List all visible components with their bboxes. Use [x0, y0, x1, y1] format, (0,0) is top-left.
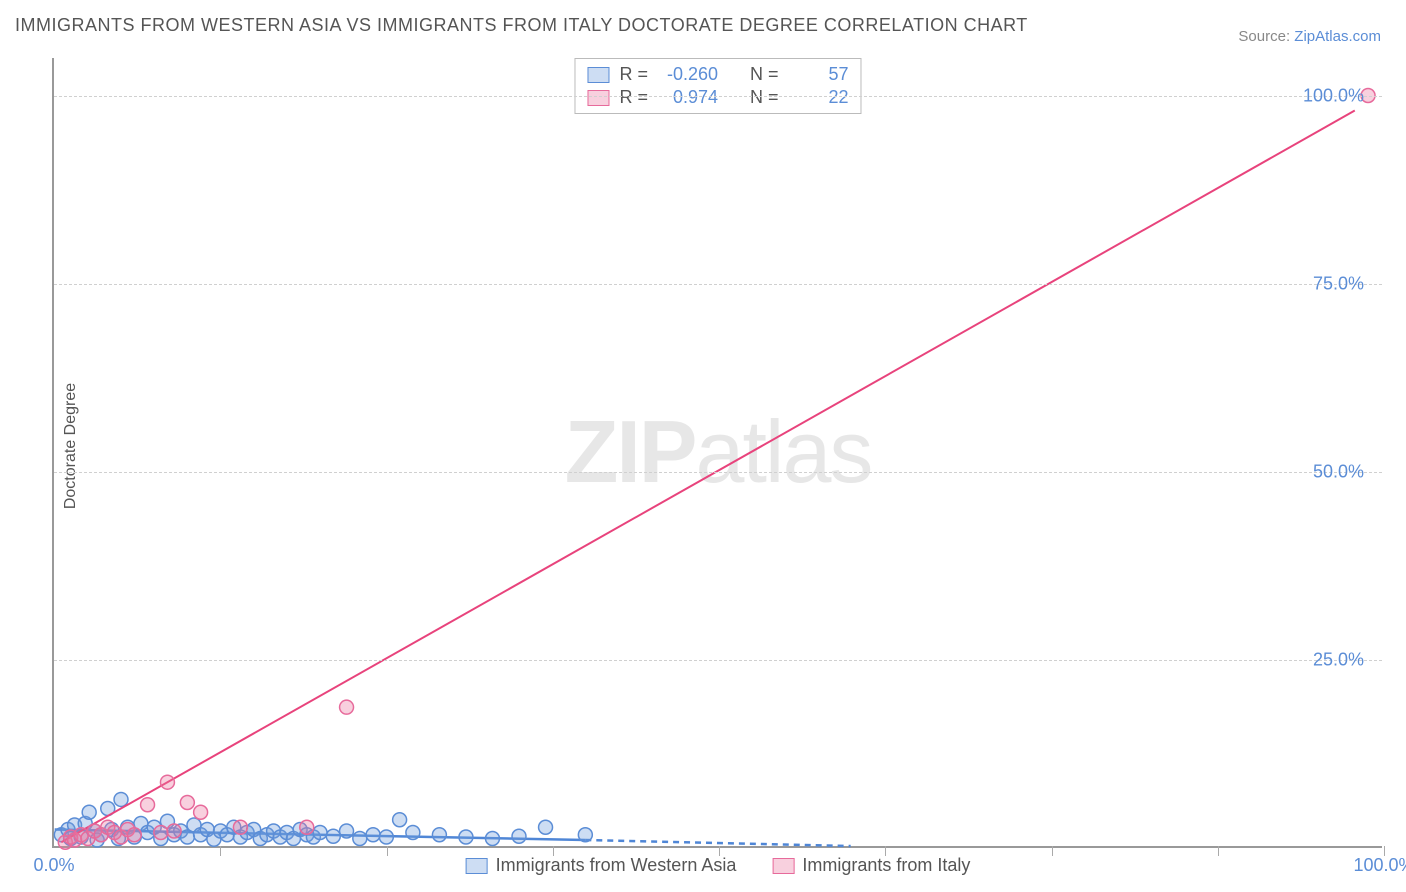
x-tick [387, 846, 388, 856]
legend-r-label: R = [619, 64, 648, 85]
scatter-point-western_asia [459, 830, 473, 844]
x-tick [1218, 846, 1219, 856]
scatter-point-western_asia [114, 792, 128, 806]
legend-correlation-box: R = -0.260 N = 57 R = 0.974 N = 22 [574, 58, 861, 114]
source-attribution: Source: ZipAtlas.com [1238, 28, 1381, 45]
scatter-point-italy [340, 700, 354, 714]
legend-row-italy: R = 0.974 N = 22 [587, 86, 848, 109]
scatter-point-italy [160, 775, 174, 789]
legend-swatch-icon [466, 858, 488, 874]
scatter-point-italy [127, 828, 141, 842]
gridline-h [54, 472, 1382, 473]
scatter-point-western_asia [485, 832, 499, 846]
scatter-point-western_asia [432, 828, 446, 842]
gridline-h [54, 96, 1382, 97]
legend-series: Immigrants from Western Asia Immigrants f… [466, 855, 971, 876]
x-tick [885, 846, 886, 856]
scatter-point-western_asia [406, 826, 420, 840]
y-tick-label: 100.0% [1303, 85, 1364, 106]
legend-r-value: -0.260 [658, 64, 718, 85]
scatter-point-western_asia [379, 830, 393, 844]
legend-n-value: 22 [789, 87, 849, 108]
scatter-point-italy [194, 805, 208, 819]
scatter-point-western_asia [353, 832, 367, 846]
legend-n-label: N = [750, 87, 779, 108]
chart-title: IMMIGRANTS FROM WESTERN ASIA VS IMMIGRAN… [15, 15, 1028, 36]
scatter-point-italy [233, 820, 247, 834]
scatter-point-italy [167, 824, 181, 838]
legend-swatch-icon [587, 90, 609, 106]
legend-series-name: Immigrants from Italy [802, 855, 970, 876]
trend-line-western_asia-dashed [585, 840, 850, 846]
gridline-h [54, 660, 1382, 661]
x-tick [719, 846, 720, 856]
y-tick-label: 25.0% [1313, 649, 1364, 670]
legend-row-western_asia: R = -0.260 N = 57 [587, 63, 848, 86]
scatter-point-italy [154, 826, 168, 840]
legend-r-value: 0.974 [658, 87, 718, 108]
scatter-point-italy [141, 798, 155, 812]
scatter-point-western_asia [393, 813, 407, 827]
scatter-point-western_asia [512, 829, 526, 843]
source-link[interactable]: ZipAtlas.com [1294, 28, 1381, 45]
y-tick-label: 50.0% [1313, 461, 1364, 482]
trend-line-italy [61, 111, 1354, 843]
legend-item-western_asia: Immigrants from Western Asia [466, 855, 737, 876]
scatter-point-western_asia [340, 824, 354, 838]
x-tick [553, 846, 554, 856]
scatter-point-western_asia [539, 820, 553, 834]
scatter-point-western_asia [313, 826, 327, 840]
x-tick [1052, 846, 1053, 856]
chart-plot-area: ZIPatlas R =-0.260N =57R =0.974N =22 Imm… [52, 58, 1382, 848]
legend-r-label: R = [619, 87, 648, 108]
x-tick [220, 846, 221, 856]
x-tick-label: 0.0% [33, 855, 74, 876]
x-tick-label: 100.0% [1353, 855, 1406, 876]
scatter-point-western_asia [366, 828, 380, 842]
scatter-point-western_asia [82, 805, 96, 819]
legend-swatch-icon [772, 858, 794, 874]
scatter-point-italy [300, 820, 314, 834]
y-tick-label: 75.0% [1313, 273, 1364, 294]
chart-svg [54, 58, 1382, 846]
legend-item-italy: Immigrants from Italy [772, 855, 970, 876]
legend-swatch-icon [587, 67, 609, 83]
legend-n-value: 57 [789, 64, 849, 85]
source-label: Source: [1238, 28, 1294, 45]
legend-n-label: N = [750, 64, 779, 85]
scatter-point-italy [180, 795, 194, 809]
legend-series-name: Immigrants from Western Asia [496, 855, 737, 876]
gridline-h [54, 284, 1382, 285]
scatter-point-western_asia [326, 829, 340, 843]
scatter-point-western_asia [578, 828, 592, 842]
